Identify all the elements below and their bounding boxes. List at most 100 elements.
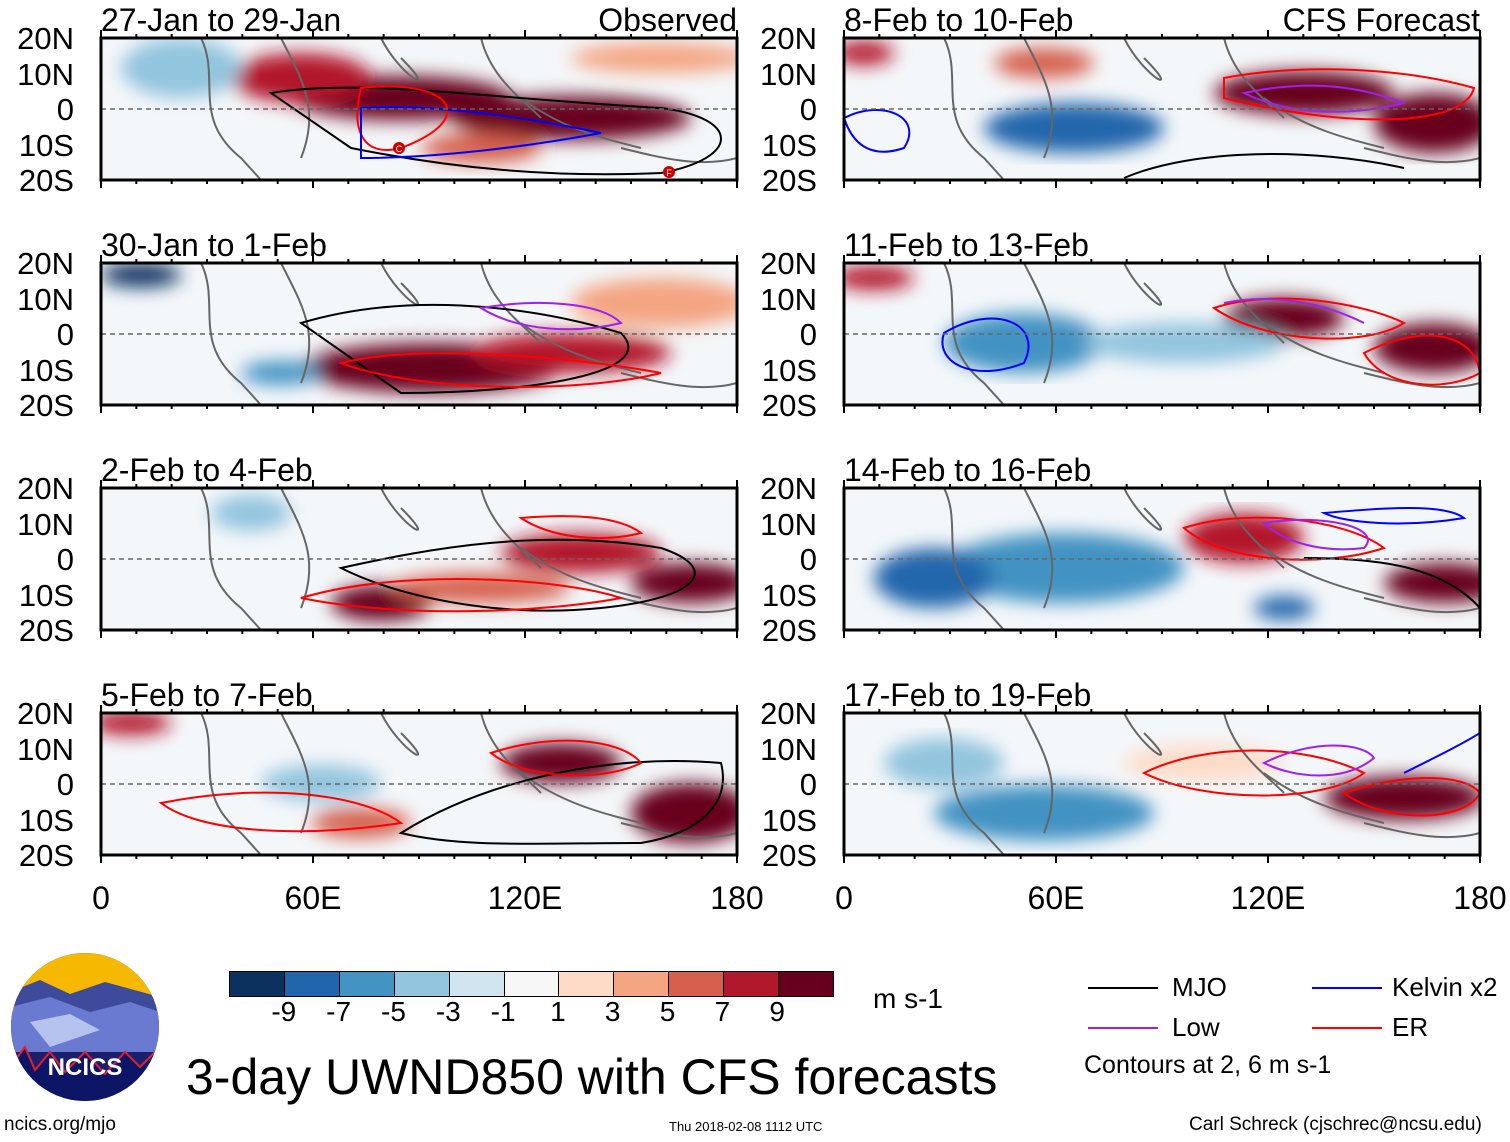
lat-label: 20N: [760, 246, 817, 281]
wind-anomaly-shading: [471, 333, 671, 373]
lon-label: 120E: [1230, 880, 1306, 916]
svg-text:F: F: [666, 168, 672, 178]
colorbar-label: -9: [271, 996, 297, 1027]
wind-anomaly-shading: [1214, 71, 1394, 115]
lat-label: 10N: [17, 731, 74, 767]
lat-label: 0: [799, 92, 817, 127]
uwnd-map-panel: [842, 255, 1482, 413]
wave-contour: [338, 538, 696, 612]
coastline: [200, 713, 737, 855]
coastline: [943, 713, 1480, 855]
uwnd-map-panel: [99, 705, 739, 863]
wind-anomaly-shading: [571, 43, 737, 73]
lat-label: 10S: [18, 802, 74, 838]
wind-anomaly-shading: [1384, 563, 1480, 603]
colorbar-swatch: [448, 972, 504, 996]
coastline: [200, 263, 737, 405]
colorbar-label: 7: [714, 996, 731, 1027]
colorbar-swatch: [723, 972, 779, 996]
panel-title: 17-Feb to 19-Feb: [844, 677, 1092, 713]
panel-title: 5-Feb to 7-Feb: [101, 677, 313, 713]
uwnd-map-panel: [99, 255, 739, 413]
wind-anomaly-shading: [121, 38, 241, 98]
panel-title: 8-Feb to 10-Feb: [844, 2, 1074, 38]
wave-contour: [1223, 68, 1476, 121]
lon-label: 60E: [284, 880, 342, 916]
lat-label: 20N: [760, 21, 817, 56]
mjo-line-swatch: [1088, 987, 1158, 989]
wind-anomaly-shading: [984, 103, 1164, 153]
wind-anomaly-shading: [944, 533, 1184, 603]
wave-contour: [1182, 516, 1387, 561]
wind-anomaly-shading: [631, 563, 737, 603]
colorbar-label: 3: [604, 996, 621, 1027]
wind-anomaly-shading: [101, 713, 171, 735]
wave-contour: [844, 109, 911, 153]
coastline: [200, 488, 737, 630]
colorbar-label: 9: [769, 996, 785, 1027]
panel-source-label: Observed: [598, 2, 737, 38]
lat-label: 0: [56, 542, 74, 577]
lat-label: 20N: [760, 696, 817, 731]
panel-title: 27-Jan to 29-Jan: [101, 2, 342, 38]
wave-contour: [298, 303, 630, 395]
wind-anomaly-shading: [944, 313, 1104, 373]
lat-label: 20N: [17, 21, 74, 56]
colorbar-label: 5: [659, 996, 676, 1027]
colorbar-swatch: [338, 972, 394, 996]
contours-note: Contours at 2, 6 m s-1: [1084, 1051, 1332, 1079]
wind-anomaly-shading: [1374, 93, 1480, 153]
wind-anomaly-shading: [211, 495, 291, 531]
lat-label: 20S: [761, 613, 817, 648]
footer-author: Carl Schreck (cjschrec@ncsu.edu): [1189, 1114, 1482, 1135]
wind-anomaly-shading: [934, 785, 1154, 841]
storm-marker: [393, 142, 405, 154]
lat-label: 20S: [18, 388, 74, 423]
lat-label: 20S: [18, 613, 74, 648]
lat-label: 10N: [17, 281, 74, 317]
legend-mjo: MJO: [1172, 972, 1227, 1002]
svg-text:NCICS: NCICS: [48, 1054, 123, 1081]
wave-contour: [398, 760, 724, 845]
lat-label: 10S: [761, 802, 817, 838]
lat-label: 0: [56, 317, 74, 352]
colorbar-units: m s-1: [873, 983, 943, 1014]
footer-timestamp: Thu 2018-02-08 1112 UTC: [669, 1119, 823, 1134]
wind-anomaly-shading: [571, 278, 737, 328]
lat-label: 10N: [760, 731, 817, 767]
wind-anomaly-shading: [844, 41, 894, 65]
lat-label: 10N: [760, 281, 817, 317]
wind-anomaly-shading: [421, 133, 541, 163]
main-title: 3-day UWND850 with CFS forecasts: [186, 1049, 998, 1105]
kelvin-line-swatch: [1312, 987, 1382, 989]
lat-label: 0: [799, 542, 817, 577]
colorbar-swatch: [668, 972, 724, 996]
lon-label: 180: [710, 880, 764, 916]
panel-title: 2-Feb to 4-Feb: [101, 452, 313, 488]
coastline: [943, 488, 1480, 630]
colorbar-swatch: [558, 972, 614, 996]
lon-label: 0: [92, 880, 110, 916]
wave-contour: [478, 302, 623, 331]
lat-label: 20S: [761, 163, 817, 198]
lat-label: 20S: [761, 388, 817, 423]
colorbar-swatch: [283, 972, 339, 996]
colorbar-swatch: [613, 972, 669, 996]
lon-label: 60E: [1027, 880, 1085, 916]
wave-contour: [1320, 507, 1467, 525]
legend-kelvin: Kelvin x2: [1392, 972, 1498, 1002]
lat-label: 10N: [17, 506, 74, 542]
lat-label: 10N: [17, 56, 74, 92]
panel-source-label: CFS Forecast: [1282, 2, 1480, 38]
footer-url[interactable]: ncics.org/mjo: [4, 1114, 116, 1135]
colorbar-swatch: [503, 972, 559, 996]
uwnd-map-panel: CF: [99, 30, 739, 188]
uwnd-map-panel: [842, 480, 1482, 638]
wave-contour: [158, 791, 404, 833]
lat-label: 20N: [17, 696, 74, 731]
wind-anomaly-shading: [501, 743, 621, 783]
wave-contour: [1403, 732, 1480, 774]
svg-text:C: C: [396, 144, 403, 154]
panel-title: 14-Feb to 16-Feb: [844, 452, 1092, 488]
wave-contour: [941, 317, 1030, 372]
